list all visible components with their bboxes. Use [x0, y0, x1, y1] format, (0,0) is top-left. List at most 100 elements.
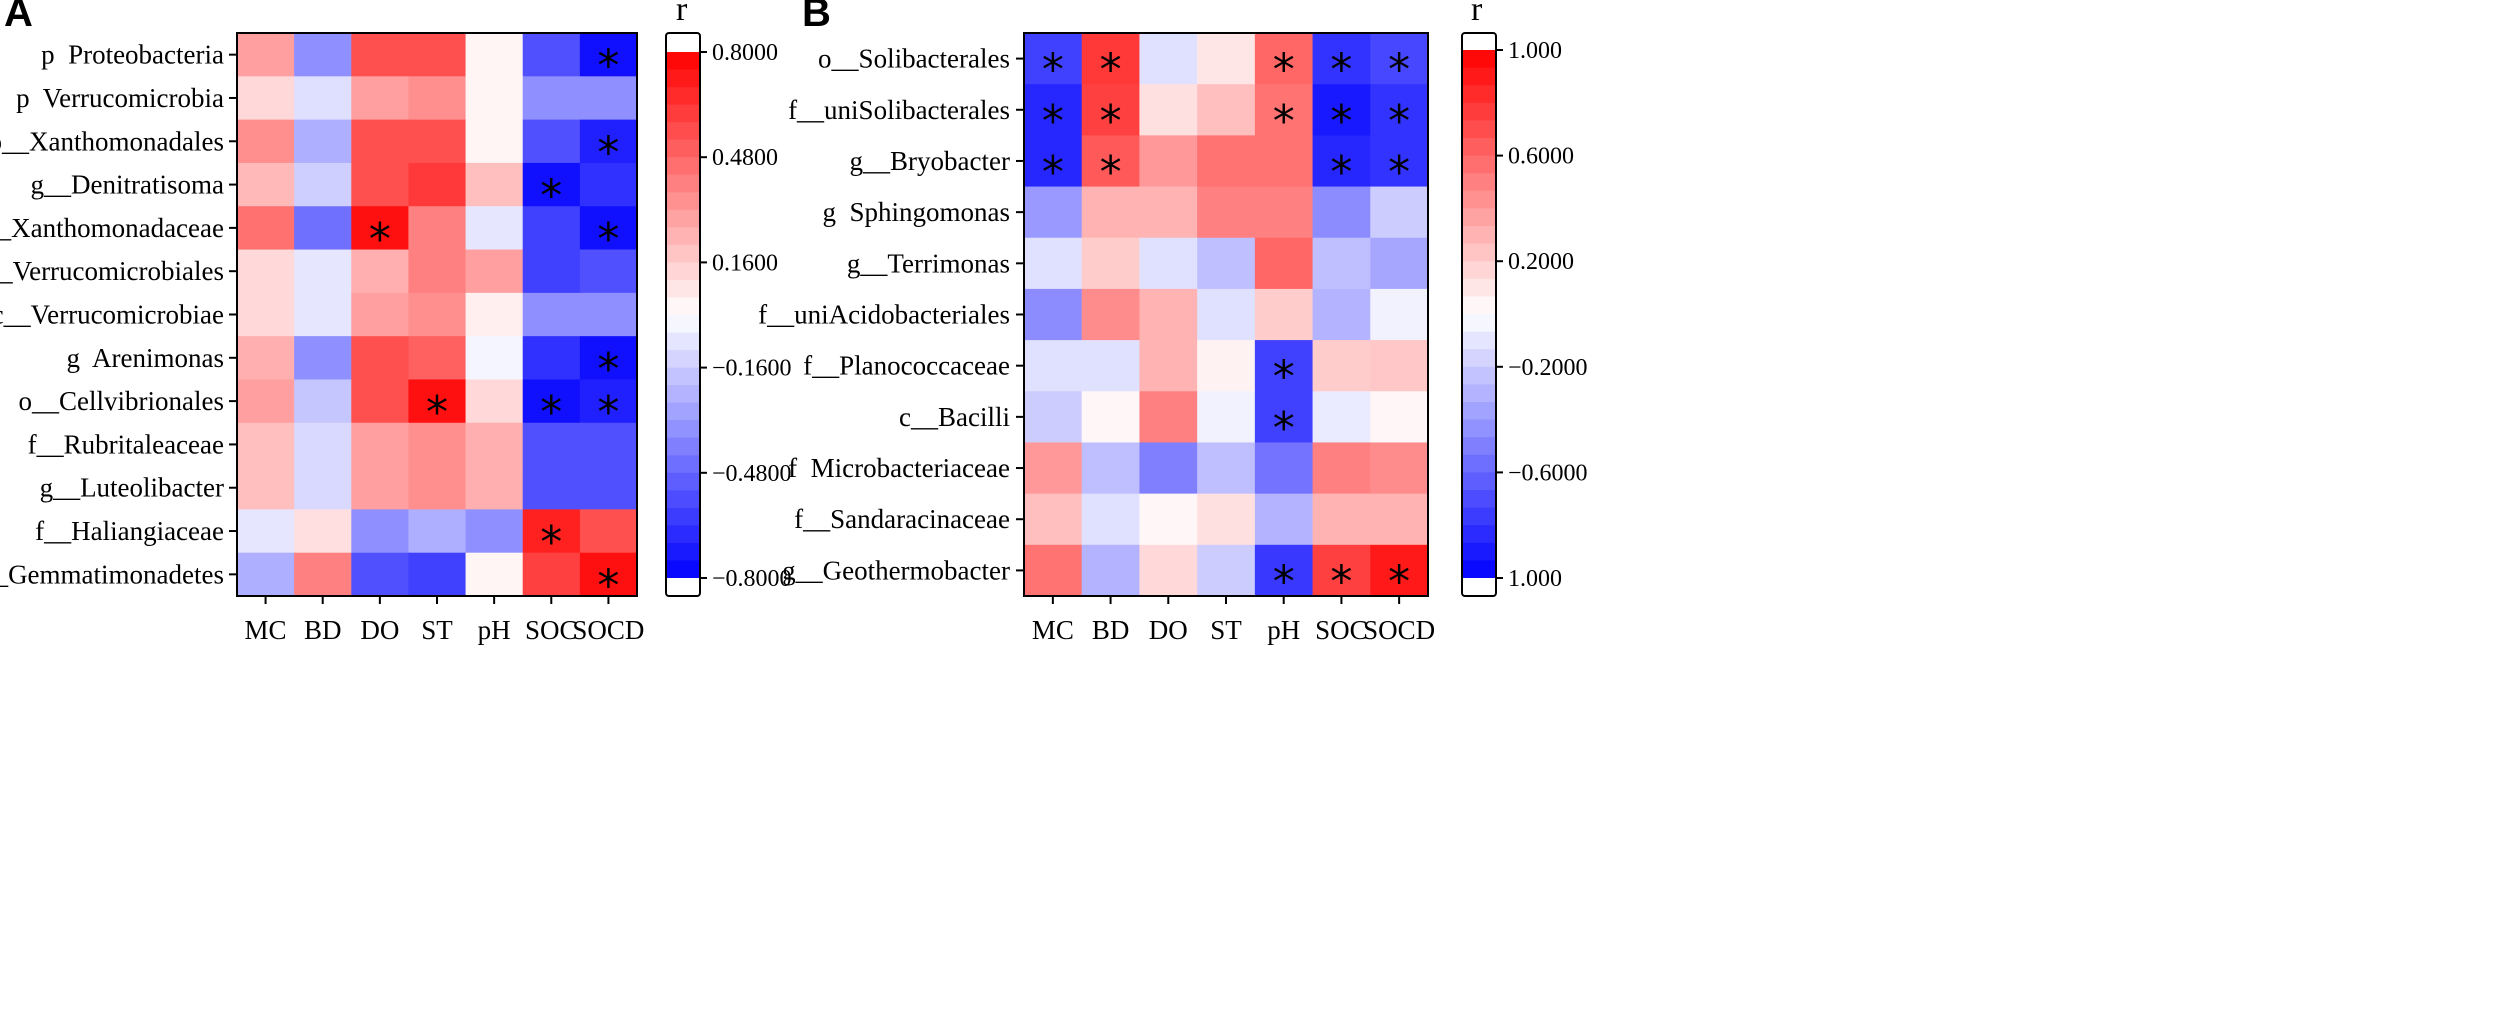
colorbar-segment [666, 560, 700, 579]
row-label: c__Bacilli [899, 402, 1010, 432]
heatmap-cell [237, 292, 295, 337]
heatmap-cell [237, 509, 295, 554]
colorbar-segment [666, 332, 700, 351]
heatmap-cell [579, 249, 638, 294]
heatmap-cell [1312, 186, 1371, 239]
heatmap-cell [1024, 186, 1083, 239]
heatmap-cell [408, 162, 467, 207]
colorbar-segment [1462, 349, 1496, 368]
heatmap-cell [1254, 84, 1314, 136]
heatmap-cell [579, 422, 638, 467]
colorbar-segment [666, 104, 700, 123]
colorbar-segment [1462, 243, 1496, 262]
heatmap-cell [1139, 288, 1198, 341]
heatmap-cell [294, 379, 352, 424]
column-label: SOC [1315, 615, 1368, 645]
heatmap-cell [1081, 237, 1141, 290]
colorbar-segment [666, 385, 700, 404]
panel-b: B o__Solibacterales f__uniSolibacteralesg… [758, 0, 1587, 645]
heatmap-cell [237, 33, 295, 77]
colorbar-tick-label: −0.8000 [712, 566, 792, 592]
colorbar-segment [666, 437, 700, 456]
significance-star: * [1330, 147, 1352, 198]
colorbar-tick-label: 0.6000 [1508, 144, 1574, 170]
colorbar-segment [666, 69, 700, 88]
panel-a-colorbar: r 0.8000 0.4800 0.1600 −0.1600 −0.4800 −0.8000 [665, 0, 792, 597]
row-label: o__Cellvibrionales [19, 386, 224, 416]
heatmap-cell [1312, 135, 1371, 188]
row-label: f__Sandaracinaceae [794, 504, 1010, 534]
heatmap-cell [408, 76, 467, 121]
heatmap-cell [1197, 493, 1256, 546]
heatmap-cell [1254, 237, 1314, 290]
heatmap-cell [294, 76, 352, 121]
row-label: g__Luteolibacter [40, 473, 224, 503]
heatmap-cell [1254, 33, 1314, 85]
heatmap-cell [351, 162, 410, 207]
row-label: g__Bryobacter [850, 146, 1010, 176]
heatmap-cell [579, 162, 638, 207]
heatmap-cell [1024, 33, 1083, 85]
heatmap-cell [408, 466, 467, 510]
colorbar-segment [666, 174, 700, 193]
heatmap-cell [1312, 340, 1371, 392]
heatmap-cell [294, 249, 352, 294]
panel-a-row-labels: p Proteobacteria p Verrucomicrobia o__Xant… [0, 40, 237, 589]
significance-star: * [369, 214, 391, 265]
colorbar-segment [666, 157, 700, 176]
colorbar-tick-label: 0.4800 [712, 145, 778, 171]
heatmap-cell [1139, 442, 1198, 495]
heatmap-cell [1370, 493, 1429, 546]
heatmap-cell [1139, 186, 1198, 239]
panel-b-heatmap-cells [1024, 33, 1429, 597]
significance-star: * [1273, 45, 1295, 96]
heatmap-cell [408, 422, 467, 467]
colorbar-segment [666, 192, 700, 211]
heatmap-cell [408, 379, 467, 424]
heatmap-cell [1254, 493, 1314, 546]
colorbar-tick-label: 0.2000 [1508, 249, 1574, 275]
heatmap-cell [408, 552, 467, 597]
heatmap-cell [408, 119, 467, 164]
heatmap-cell [1081, 340, 1141, 392]
row-label: f__uniSolibacterales [788, 95, 1010, 125]
column-label: DO [1149, 615, 1188, 645]
row-label: f__Haliangiaceae [35, 516, 224, 546]
heatmap-cell [522, 509, 581, 554]
colorbar-segment [1462, 296, 1496, 315]
heatmap-cell [465, 466, 524, 510]
heatmap-cell [465, 249, 524, 294]
heatmap-cell [1197, 340, 1256, 392]
panel-a-heatmap-cells [237, 33, 638, 597]
colorbar-segment [1462, 542, 1496, 561]
heatmap-cell [294, 509, 352, 554]
heatmap-cell [237, 466, 295, 510]
heatmap-cell [1254, 340, 1314, 392]
panel-a: A p Proteobacteria p Verrucomicrobia o__Xa… [0, 0, 792, 645]
heatmap-cell [1312, 288, 1371, 341]
heatmap-cell [1312, 237, 1371, 290]
significance-star: * [597, 41, 619, 92]
panel-b-letter: B [802, 0, 831, 35]
panel-b-significance-marks: * * * * ** * * * ** * * **** * * [1042, 45, 1410, 608]
colorbar-segment [1462, 138, 1496, 157]
column-label: ST [1210, 615, 1242, 645]
row-label: g__Terrimonas [847, 248, 1010, 278]
colorbar-segment [666, 455, 700, 474]
colorbar-segment [666, 525, 700, 544]
colorbar-tick-label: −0.6000 [1508, 460, 1588, 486]
row-label: g Arenimonas [67, 343, 224, 373]
heatmap-cell [1312, 84, 1371, 136]
row-label: p Verrucomicrobia [16, 83, 224, 113]
heatmap-cell [1254, 544, 1314, 597]
heatmap-cell [1254, 391, 1314, 444]
heatmap-cell [294, 119, 352, 164]
colorbar-segment [666, 227, 700, 246]
heatmap-cell [1139, 340, 1198, 392]
column-label: pH [478, 615, 511, 645]
colorbar-frame [1461, 32, 1497, 597]
colorbar-title: r [1471, 0, 1483, 28]
row-label: o__Verrucomicrobiales [0, 256, 224, 286]
heatmap-cell [294, 552, 352, 597]
heatmap-cell [237, 379, 295, 424]
